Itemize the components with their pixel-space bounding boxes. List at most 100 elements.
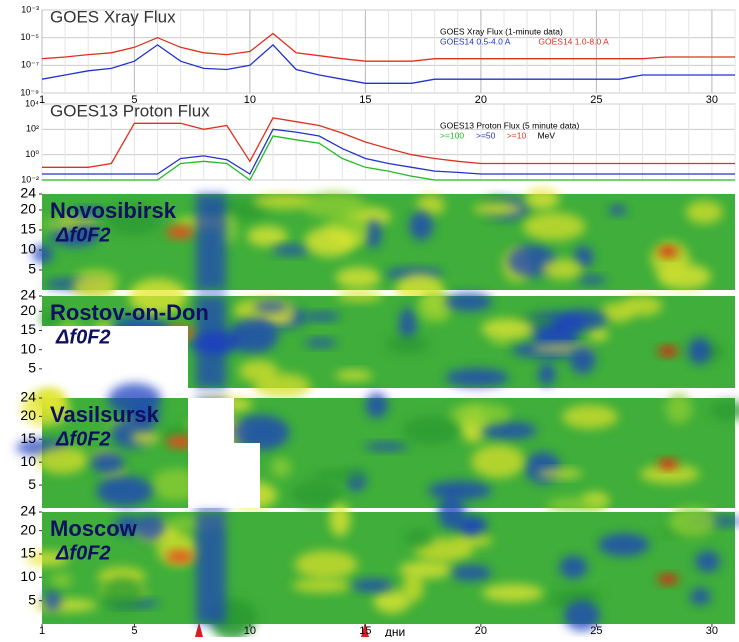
y-tick-label: 10² <box>26 124 39 134</box>
hot-spot <box>166 551 194 563</box>
y-tick-label: 15 <box>20 545 36 561</box>
hot-spot <box>658 247 678 257</box>
heatmap-patch <box>474 202 524 215</box>
y-tick-label: 10 <box>20 453 36 469</box>
heatmap-patch <box>44 590 61 611</box>
heatmap-patch <box>351 579 393 592</box>
heatmap-patch <box>366 392 388 418</box>
heatmap-patch <box>91 452 123 474</box>
heatmap-patch <box>525 188 559 209</box>
heatmap-patch <box>33 599 98 612</box>
heatmap-patch <box>405 529 433 547</box>
y-tick-label: 20 <box>20 201 36 217</box>
x-axis-label: дни <box>385 625 405 637</box>
heatmap-patch <box>450 403 511 426</box>
parameter-label: Δf0F2 <box>55 224 111 246</box>
storm-band <box>196 512 226 624</box>
heatmap-patch <box>454 534 492 547</box>
heatmap-patch <box>690 588 711 605</box>
y-tick-label: 10⁻³ <box>21 4 39 14</box>
y-tick-label: 10⁴ <box>25 98 39 108</box>
y-tick-label: 20 <box>20 521 36 537</box>
heatmap-patch <box>445 368 508 387</box>
x-tick-label: 30 <box>706 625 718 637</box>
y-tick-label: 24 <box>20 287 36 303</box>
heatmap-patch <box>247 226 288 246</box>
heatmap-patch <box>295 550 358 579</box>
heatmap-patch <box>525 452 561 484</box>
heatmap-patch <box>292 579 352 593</box>
heatmap-patch <box>131 430 160 445</box>
heatmap-patch <box>588 327 608 341</box>
hot-spot <box>658 574 678 584</box>
heatmap-patch <box>688 337 711 364</box>
y-tick-label: 10 <box>20 241 36 257</box>
x-tick-label: 15 <box>359 625 371 637</box>
heatmap-patch <box>336 291 383 302</box>
heatmap-patch <box>666 393 693 423</box>
hot-spot <box>166 226 194 238</box>
x-tick-label: 10 <box>244 625 256 637</box>
y-tick-label: 15 <box>20 321 36 337</box>
heatmap-patch <box>97 476 153 506</box>
x-tick-label: 5 <box>131 625 137 637</box>
legend-title: GOES Xray Flux (1-minute data) <box>440 26 563 36</box>
heatmap-patch <box>50 573 73 588</box>
chart-title: GOES Xray Flux <box>50 7 176 26</box>
heatmap-patch <box>552 589 603 601</box>
y-tick-label: 5 <box>28 591 36 607</box>
y-tick-label: 15 <box>20 430 36 446</box>
event-marker <box>195 622 203 637</box>
parameter-label: Δf0F2 <box>55 428 111 450</box>
heatmap-patch <box>291 480 343 508</box>
heatmap-patch <box>329 503 350 537</box>
heatmap-patch <box>482 584 544 602</box>
heatmap-patch <box>135 515 166 541</box>
y-tick-label: 10 <box>20 568 36 584</box>
y-tick-label: 10⁰ <box>25 149 39 159</box>
heatmap-patch <box>542 259 583 279</box>
legend-unit: MeV <box>538 130 556 140</box>
y-tick-label: 10⁻⁹ <box>20 87 39 97</box>
y-tick-label: 20 <box>20 407 36 423</box>
heatmap-patch <box>481 318 534 339</box>
heatmap-patch <box>305 227 356 257</box>
heatmap-patch <box>384 335 431 354</box>
heatmap-patch <box>577 276 606 285</box>
y-tick-label: 24 <box>20 389 36 405</box>
chart-title: GOES13 Proton Flux <box>50 101 210 120</box>
heatmap-patch <box>562 405 618 429</box>
no-data <box>210 443 260 508</box>
x-tick-label: 1 <box>39 625 45 637</box>
y-tick-label: 5 <box>28 476 36 492</box>
parameter-label: Δf0F2 <box>55 542 111 564</box>
heatmap-patch <box>570 346 596 374</box>
figure: 10⁻³10⁻⁵10⁻⁷10⁻⁹151015202530GOES Xray Fl… <box>0 0 739 637</box>
heatmap-patch <box>428 481 492 500</box>
heatmap-patch <box>538 363 555 386</box>
heatmap-patch <box>335 267 380 288</box>
parameter-label: Δf0F2 <box>55 326 111 348</box>
legend-entry: >=10 <box>507 130 527 140</box>
station-name: Novosibirsk <box>50 198 177 223</box>
heatmap-patch <box>451 565 491 581</box>
heatmap-patch <box>598 533 649 556</box>
heatmap-patch <box>312 470 366 480</box>
y-tick-label: 24 <box>20 503 36 519</box>
heatmap-patch <box>417 292 453 323</box>
heatmap-patch <box>523 212 586 240</box>
heatmap-patch <box>559 556 587 579</box>
station-name: Rostov-on-Don <box>50 300 209 325</box>
y-tick-label: 24 <box>20 185 36 201</box>
y-tick-label: 5 <box>28 360 36 376</box>
heatmap-patch <box>622 296 663 316</box>
legend-entry: GOES14 0.5-4.0 A <box>440 36 511 46</box>
heatmap-patch <box>335 370 373 380</box>
legend-title: GOES13 Proton Flux (5 minute data) <box>440 120 580 130</box>
heatmap-patch <box>409 211 433 241</box>
heatmap-patch <box>365 443 408 451</box>
heatmap-patch <box>374 589 411 613</box>
heatmap-patch <box>267 314 295 323</box>
y-tick-label: 5 <box>28 261 36 277</box>
heatmap-patch <box>463 521 480 535</box>
